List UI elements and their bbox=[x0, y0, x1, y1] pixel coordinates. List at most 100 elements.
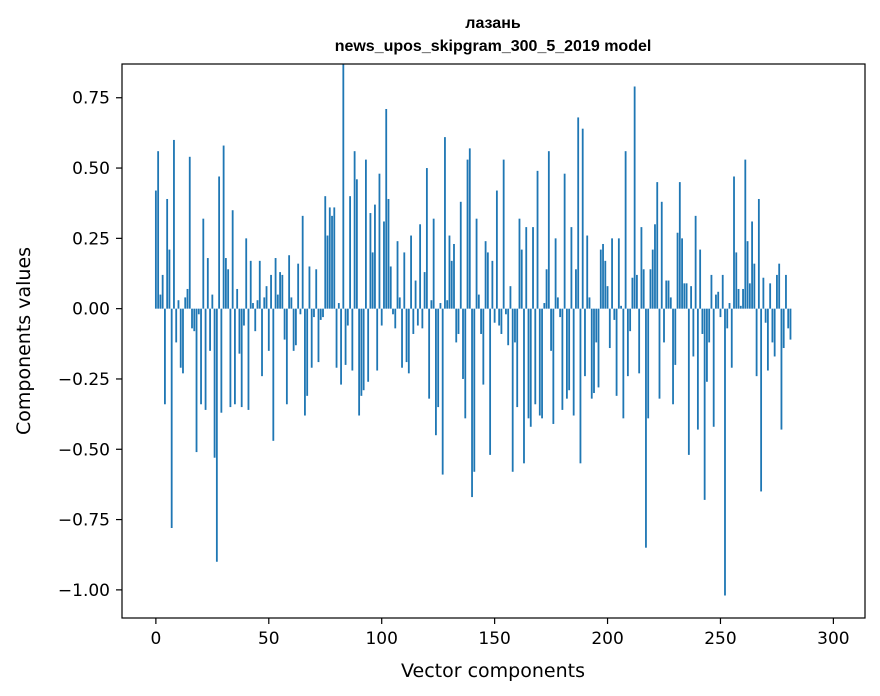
bar bbox=[157, 151, 160, 309]
bar bbox=[236, 288, 239, 309]
bar bbox=[202, 218, 205, 309]
bar bbox=[751, 221, 753, 309]
y-tick-label: −0.25 bbox=[58, 370, 110, 390]
bar bbox=[685, 283, 688, 309]
bar bbox=[466, 159, 469, 309]
bar bbox=[785, 274, 787, 309]
bar bbox=[633, 86, 636, 309]
bar bbox=[541, 308, 543, 419]
bar bbox=[489, 308, 492, 455]
bar bbox=[229, 308, 232, 408]
bar bbox=[468, 148, 471, 309]
bar bbox=[412, 308, 415, 334]
y-tick-label: −0.75 bbox=[58, 511, 110, 531]
bar bbox=[256, 300, 259, 309]
bar bbox=[448, 235, 451, 309]
bar bbox=[645, 308, 647, 548]
bar bbox=[491, 260, 494, 309]
bar bbox=[543, 303, 546, 309]
bar bbox=[322, 308, 324, 318]
bar bbox=[584, 308, 586, 377]
bar bbox=[692, 308, 695, 357]
x-tick-label: 100 bbox=[365, 629, 397, 649]
bar bbox=[764, 308, 767, 323]
bar bbox=[769, 283, 772, 309]
bar bbox=[728, 303, 731, 309]
y-tick-label: −1.00 bbox=[58, 581, 110, 601]
bar bbox=[518, 218, 521, 309]
bar bbox=[703, 308, 706, 500]
bar bbox=[184, 297, 187, 309]
bar bbox=[270, 274, 272, 309]
bar bbox=[362, 308, 365, 391]
bar bbox=[715, 294, 717, 309]
bar bbox=[626, 308, 629, 377]
bar bbox=[333, 207, 336, 309]
bar bbox=[608, 308, 611, 349]
bar bbox=[611, 238, 613, 309]
bar bbox=[780, 308, 783, 430]
bar bbox=[604, 260, 607, 309]
bar bbox=[651, 249, 654, 309]
bar bbox=[367, 308, 370, 382]
bar bbox=[726, 308, 729, 329]
bar bbox=[179, 308, 182, 368]
chart-subtitle: news_upos_skipgram_300_5_2019 model bbox=[335, 38, 652, 55]
bar bbox=[159, 294, 162, 309]
bar bbox=[383, 221, 385, 309]
bar bbox=[516, 308, 519, 408]
y-tick-label: 0.75 bbox=[72, 89, 110, 109]
bar bbox=[319, 308, 322, 320]
bar bbox=[755, 308, 758, 377]
y-axis-label: Components values bbox=[13, 247, 35, 435]
bar bbox=[667, 280, 670, 309]
x-tick-label: 300 bbox=[817, 629, 849, 649]
bar bbox=[590, 308, 593, 399]
bar bbox=[421, 308, 424, 329]
bar bbox=[267, 308, 270, 351]
bar bbox=[227, 269, 230, 309]
bar bbox=[579, 308, 582, 464]
bar bbox=[211, 294, 214, 309]
bar bbox=[575, 269, 577, 309]
bar bbox=[649, 269, 652, 309]
bar bbox=[672, 308, 674, 405]
bar bbox=[166, 198, 169, 309]
bar bbox=[392, 308, 394, 315]
bar bbox=[706, 308, 708, 382]
bar bbox=[281, 274, 284, 309]
bar bbox=[613, 308, 616, 320]
bar bbox=[593, 308, 595, 394]
bar bbox=[597, 308, 600, 388]
bar bbox=[193, 308, 196, 332]
y-tick-label: −0.50 bbox=[58, 440, 110, 460]
bar bbox=[374, 204, 376, 309]
bar bbox=[678, 182, 681, 309]
bar bbox=[324, 196, 327, 309]
bar bbox=[315, 269, 318, 309]
bar bbox=[344, 308, 347, 365]
bar bbox=[301, 215, 304, 309]
bar bbox=[572, 308, 575, 416]
bar bbox=[215, 308, 218, 562]
bar bbox=[224, 258, 227, 309]
bar bbox=[394, 308, 397, 329]
bar bbox=[310, 308, 313, 368]
x-tick-label: 150 bbox=[478, 629, 510, 649]
bar bbox=[719, 308, 722, 318]
bar bbox=[699, 249, 702, 309]
bar bbox=[254, 308, 257, 332]
bar bbox=[435, 308, 437, 436]
bar bbox=[279, 272, 281, 309]
bar bbox=[191, 308, 193, 329]
bar bbox=[243, 308, 245, 326]
bar bbox=[437, 308, 440, 408]
bar bbox=[493, 308, 496, 323]
bar bbox=[502, 159, 505, 309]
x-axis: 0 50 100 150 200 250 300 bbox=[150, 618, 850, 649]
bar bbox=[308, 266, 311, 309]
bar bbox=[617, 238, 620, 309]
bar bbox=[737, 288, 740, 309]
bar bbox=[599, 249, 602, 309]
